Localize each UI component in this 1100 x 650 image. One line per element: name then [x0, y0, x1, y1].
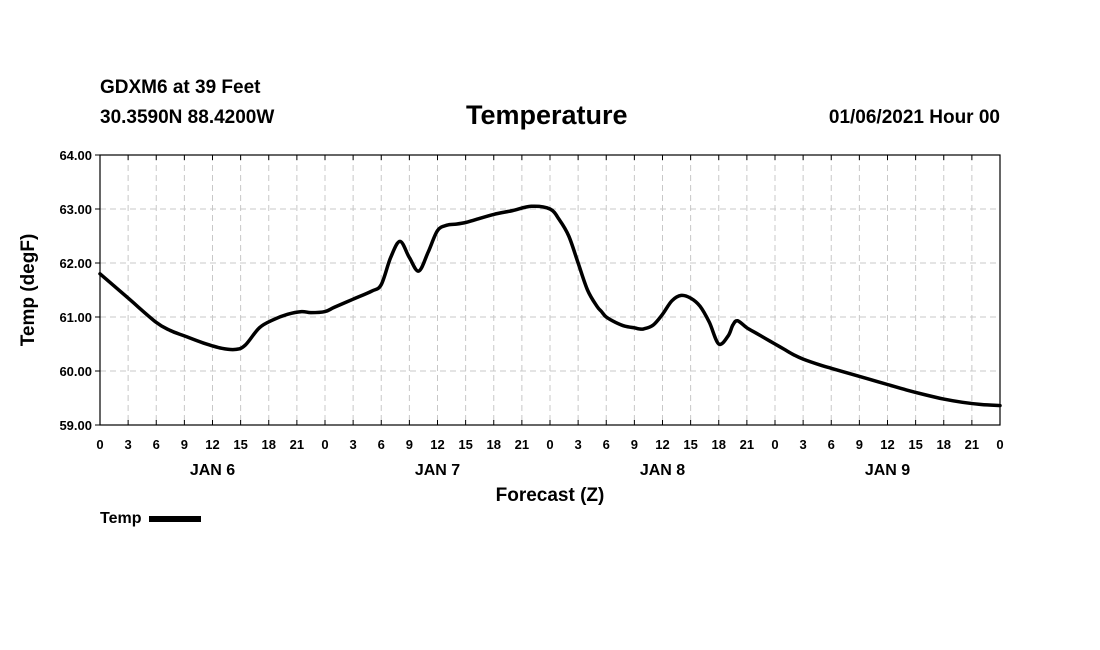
x-tick-label: 18: [712, 437, 726, 452]
day-label: JAN 6: [190, 462, 235, 479]
day-label: JAN 9: [865, 462, 910, 479]
x-tick-label: 21: [965, 437, 979, 452]
x-tick-label: 0: [546, 437, 553, 452]
x-tick-label: 18: [937, 437, 951, 452]
x-tick-label: 12: [430, 437, 444, 452]
x-tick-label: 0: [996, 437, 1003, 452]
day-label: JAN 7: [415, 462, 460, 479]
x-tick-label: 0: [771, 437, 778, 452]
x-tick-label: 15: [683, 437, 697, 452]
y-axis-title: Temp (degF): [18, 234, 39, 347]
x-tick-label: 21: [515, 437, 529, 452]
day-label: JAN 8: [640, 462, 685, 479]
y-tick-label: 59.00: [59, 418, 92, 433]
y-tick-label: 64.00: [59, 148, 92, 163]
x-tick-label: 0: [96, 437, 103, 452]
x-tick-label: 15: [908, 437, 922, 452]
plot-frame: [99, 154, 1001, 426]
x-tick-label: 9: [856, 437, 863, 452]
x-tick-label: 21: [740, 437, 754, 452]
x-tick-label: 3: [125, 437, 132, 452]
x-tick-label: 15: [458, 437, 472, 452]
y-tick-label: 61.00: [59, 310, 92, 325]
x-axis-title: Forecast (Z): [496, 485, 605, 506]
x-tick-label: 18: [262, 437, 276, 452]
x-tick-label: 12: [655, 437, 669, 452]
x-tick-label: 3: [575, 437, 582, 452]
x-tick-label: 6: [828, 437, 835, 452]
x-tick-label: 12: [205, 437, 219, 452]
x-tick-label: 3: [800, 437, 807, 452]
x-tick-label: 9: [181, 437, 188, 452]
station-label: GDXM6 at 39 Feet: [100, 77, 261, 98]
y-tick-label: 63.00: [59, 202, 92, 217]
x-tick-label: 12: [880, 437, 894, 452]
x-tick-label: 6: [153, 437, 160, 452]
x-tick-label: 0: [321, 437, 328, 452]
y-tick-label: 60.00: [59, 364, 92, 379]
legend: Temp: [100, 510, 202, 528]
x-tick-label: 18: [487, 437, 501, 452]
x-tick-label: 21: [290, 437, 304, 452]
x-tick-label: 15: [233, 437, 247, 452]
x-tick-label: 9: [406, 437, 413, 452]
forecast-run-time: 01/06/2021 Hour 00: [828, 107, 1000, 128]
station-coordinates: 30.3590N 88.4200W: [100, 107, 275, 128]
x-tick-label: 9: [631, 437, 638, 452]
y-tick-label: 62.00: [59, 256, 92, 271]
x-tick-label: 3: [350, 437, 357, 452]
legend-line-swatch: [149, 515, 202, 522]
legend-label: Temp: [100, 510, 142, 527]
x-tick-label: 6: [378, 437, 385, 452]
temp-series-line: [98, 204, 1002, 408]
chart-title: Temperature: [466, 100, 628, 130]
x-tick-label: 6: [603, 437, 610, 452]
